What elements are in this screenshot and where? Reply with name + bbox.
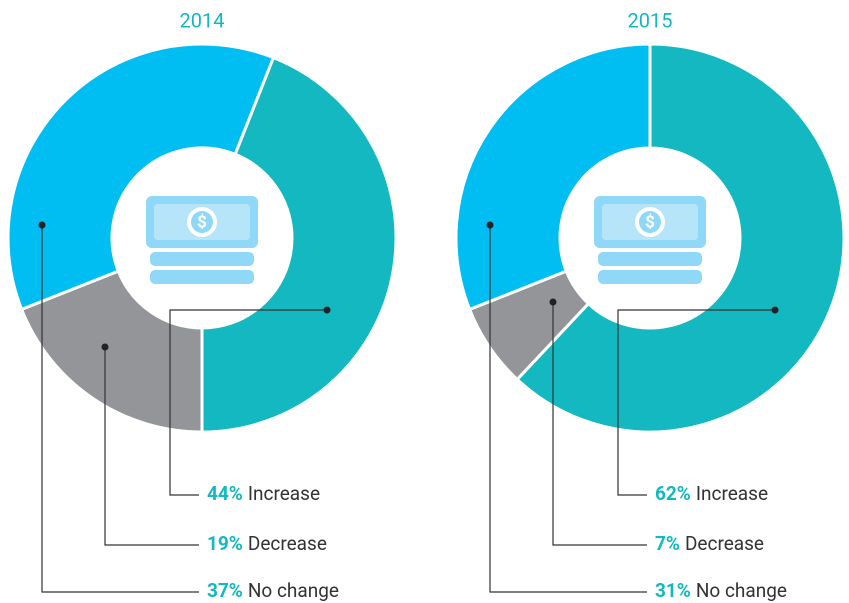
value-label: 19% xyxy=(207,532,243,555)
category-label: No change xyxy=(248,579,339,602)
value-label: 7% xyxy=(655,532,680,555)
leader-line xyxy=(104,347,199,546)
legend-label: 37% No change xyxy=(207,579,339,602)
category-label: Increase xyxy=(696,482,768,505)
leader-dot xyxy=(549,298,557,306)
leader-line xyxy=(617,309,775,496)
leader-dot xyxy=(323,306,331,314)
donut-segment xyxy=(19,269,204,434)
category-label: Increase xyxy=(248,482,320,505)
category-label: Decrease xyxy=(248,532,327,555)
category-label: No change xyxy=(696,579,787,602)
money-icon xyxy=(146,196,258,284)
value-label: 31% xyxy=(655,579,691,602)
chart-title: 2015 xyxy=(628,8,673,32)
leader-line xyxy=(552,302,647,546)
donut-segment xyxy=(454,42,652,312)
leader-dot xyxy=(101,343,109,351)
value-label: 62% xyxy=(655,482,691,505)
donut-segment xyxy=(515,42,846,434)
value-label: 37% xyxy=(207,579,243,602)
value-label: 44% xyxy=(207,482,243,505)
leader-dot xyxy=(38,221,46,229)
leader-line xyxy=(489,225,647,593)
donut-segment xyxy=(6,42,276,312)
legend-label: 7% Decrease xyxy=(655,532,764,555)
leader-line xyxy=(41,225,199,593)
money-icon xyxy=(594,196,706,284)
leader-dot xyxy=(771,306,779,314)
chart-title: 2014 xyxy=(180,8,225,32)
donut-segment xyxy=(200,55,398,434)
leader-dot xyxy=(486,221,494,229)
legend-label: 44% Increase xyxy=(207,482,320,505)
legend-label: 19% Decrease xyxy=(207,532,327,555)
legend-label: 62% Increase xyxy=(655,482,768,505)
legend-label: 31% No change xyxy=(655,579,787,602)
leader-line xyxy=(169,309,327,496)
category-label: Decrease xyxy=(685,532,764,555)
